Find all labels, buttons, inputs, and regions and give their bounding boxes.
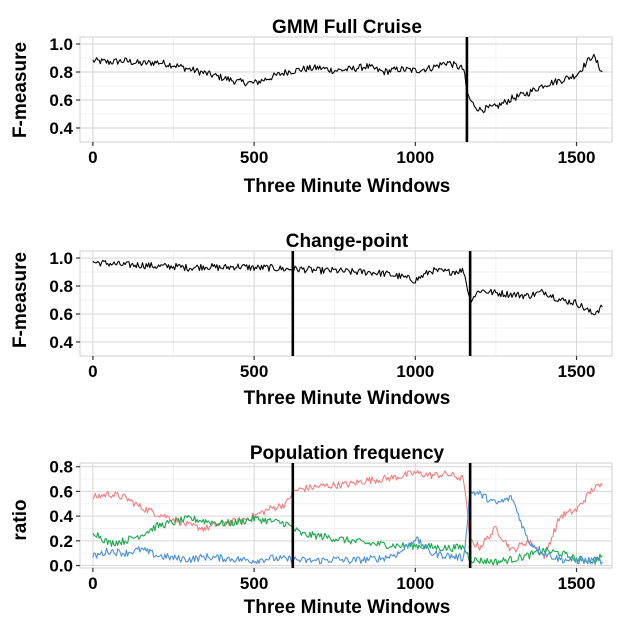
plot-area: 0 500 1000 1500 0.4 0.6 0.8 1.0 bbox=[49, 249, 613, 381]
x-tick-label: 1500 bbox=[558, 574, 596, 593]
panel-title: Change-point bbox=[286, 231, 409, 252]
y-tick-label: 0.8 bbox=[49, 458, 73, 477]
panel-change-point: Change-point Three Minute Windows F-meas… bbox=[10, 231, 613, 409]
panel-population-frequency: Population frequency Three Minute Window… bbox=[10, 443, 613, 618]
y-tick-label: 0.4 bbox=[49, 119, 73, 138]
x-tick-label: 1500 bbox=[558, 148, 596, 167]
x-tick-label: 0 bbox=[88, 574, 97, 593]
plot-background bbox=[79, 462, 613, 569]
series-line-green bbox=[92, 514, 603, 566]
plot-background bbox=[79, 36, 613, 143]
y-axis-label: F-measure bbox=[10, 42, 31, 138]
x-tick-label: 1500 bbox=[558, 362, 596, 381]
y-tick-label: 0.4 bbox=[49, 333, 73, 352]
x-tick-label: 500 bbox=[240, 574, 268, 593]
y-tick-label: 0.0 bbox=[49, 557, 73, 576]
x-tick-label: 500 bbox=[240, 362, 268, 381]
y-tick-label: 0.6 bbox=[49, 482, 73, 501]
y-tick-label: 1.0 bbox=[49, 249, 73, 268]
x-tick-label: 1000 bbox=[396, 148, 434, 167]
series-line-blue bbox=[92, 489, 603, 565]
x-axis-label: Three Minute Windows bbox=[244, 388, 451, 409]
panel-title: Population frequency bbox=[250, 443, 445, 464]
series-line-red bbox=[92, 469, 603, 560]
plot-area: 0 500 1000 1500 0.4 0.6 0.8 1.0 bbox=[49, 35, 613, 167]
series-line-black bbox=[92, 259, 603, 316]
y-axis-label: ratio bbox=[10, 499, 31, 540]
y-axis-label: F-measure bbox=[10, 252, 31, 348]
panel-gmm-full-cruise: GMM Full Cruise Three Minute Windows F-m… bbox=[10, 17, 613, 197]
x-axis-label: Three Minute Windows bbox=[244, 597, 451, 618]
x-tick-label: 1000 bbox=[396, 574, 434, 593]
y-tick-label: 0.2 bbox=[49, 532, 73, 551]
x-axis-label: Three Minute Windows bbox=[244, 176, 451, 197]
x-tick-label: 0 bbox=[88, 148, 97, 167]
x-tick-label: 0 bbox=[88, 362, 97, 381]
x-tick-label: 500 bbox=[240, 148, 268, 167]
y-tick-label: 0.6 bbox=[49, 305, 73, 324]
y-tick-label: 0.4 bbox=[49, 507, 73, 526]
plot-area: 0 500 1000 1500 0.0 0.2 0.4 0.6 0.8 bbox=[49, 458, 613, 593]
y-tick-label: 0.8 bbox=[49, 277, 73, 296]
series-line-black bbox=[92, 53, 603, 114]
x-tick-label: 1000 bbox=[396, 362, 434, 381]
y-tick-label: 1.0 bbox=[49, 35, 73, 54]
panel-title: GMM Full Cruise bbox=[272, 17, 422, 38]
y-tick-label: 0.8 bbox=[49, 63, 73, 82]
y-tick-label: 0.6 bbox=[49, 91, 73, 110]
